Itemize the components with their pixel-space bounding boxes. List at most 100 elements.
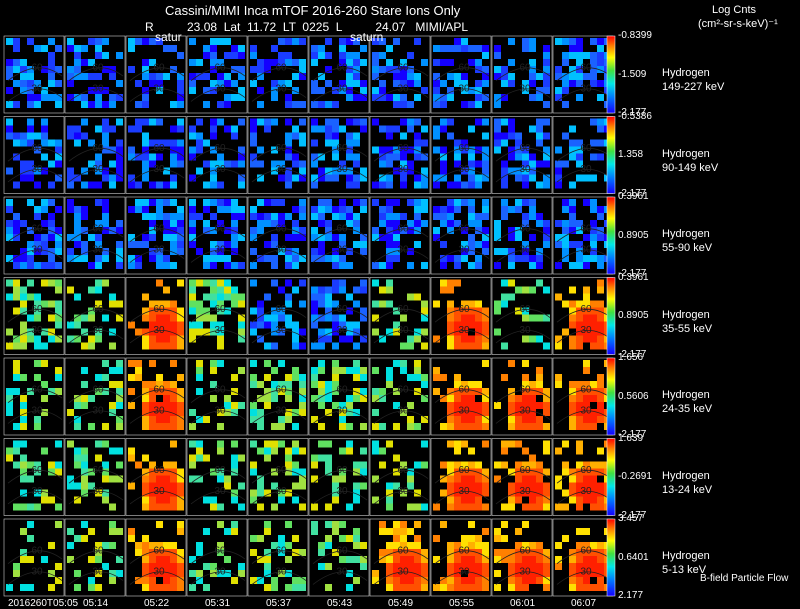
heatmap-cell [454, 307, 461, 315]
heatmap-cell [414, 367, 421, 374]
heatmap-cell [379, 234, 386, 241]
heatmap-cell [529, 286, 536, 294]
heatmap-cell [231, 132, 238, 140]
heatmap-cell [109, 66, 116, 73]
heatmap-cell [461, 101, 468, 108]
heatmap-cell [454, 342, 461, 350]
heatmap-cell [468, 101, 475, 108]
heatmap-cell [95, 374, 102, 381]
heatmap-cell [95, 556, 102, 563]
heatmap-cell [74, 496, 81, 504]
heatmap-cell [597, 570, 604, 577]
heatmap-cell [55, 468, 62, 476]
heatmap-cell [74, 241, 81, 248]
contour-label: 30 [458, 83, 470, 94]
heatmap-cell [569, 556, 576, 563]
heatmap-cell [529, 496, 536, 504]
heatmap-cell [95, 255, 102, 262]
heatmap-cell [447, 409, 454, 416]
heatmap-cell [421, 374, 428, 381]
heatmap-cell [562, 489, 569, 497]
heatmap-cell [299, 73, 306, 80]
row-energy-label: 5-13 keV [662, 564, 707, 576]
heatmap-cell [48, 234, 55, 241]
heatmap-cell [196, 146, 203, 154]
heatmap-cell [346, 503, 353, 511]
contour-label: 30 [275, 244, 287, 255]
heatmap-cell [447, 328, 454, 336]
time-tick-label: 06:07 [571, 598, 597, 609]
heatmap-cell [576, 496, 583, 504]
contour-label: 60 [275, 143, 287, 154]
heatmap-cell [55, 248, 62, 255]
heatmap-cell [325, 300, 332, 308]
heatmap-cell [13, 101, 20, 108]
heatmap-cell [177, 475, 184, 483]
heatmap-cell [501, 213, 508, 220]
heatmap-cell [346, 153, 353, 161]
heatmap-cell [421, 181, 428, 189]
heatmap-cell [231, 388, 238, 395]
heatmap-cell [48, 279, 55, 287]
row-energy-label: 35-55 keV [662, 322, 713, 335]
contour-30 [312, 330, 368, 344]
heatmap-cell [189, 132, 196, 140]
heatmap-cell [170, 153, 177, 161]
heatmap-cell [522, 409, 529, 416]
heatmap-cell [318, 234, 325, 241]
heatmap-cell [27, 160, 34, 168]
heatmap-cell [278, 38, 285, 45]
heatmap-cell [67, 556, 74, 563]
heatmap-cell [149, 255, 156, 262]
contour-60 [251, 470, 307, 484]
heatmap-cell [407, 468, 414, 476]
heatmap-cell [590, 52, 597, 59]
heatmap-cell [583, 542, 590, 549]
heatmap-cell [285, 181, 292, 189]
heatmap-cell [393, 199, 400, 206]
heatmap-cell [400, 570, 407, 577]
heatmap-cell [20, 489, 27, 497]
heatmap-cell [597, 388, 604, 395]
heatmap-cell [325, 234, 332, 241]
heatmap-cell [346, 367, 353, 374]
heatmap-cell [177, 577, 184, 584]
heatmap-cell [74, 213, 81, 220]
heatmap-cell [583, 73, 590, 80]
heatmap-cell [508, 563, 515, 570]
heatmap-cell [339, 335, 346, 343]
heatmap-cell [562, 52, 569, 59]
heatmap-cell [386, 542, 393, 549]
heatmap-cell [515, 542, 522, 549]
heatmap-cell [177, 402, 184, 409]
heatmap-cell [393, 234, 400, 241]
heatmap-cell [285, 468, 292, 476]
heatmap-cell [128, 528, 135, 535]
heatmap-cell [494, 528, 501, 535]
heatmap-cell [325, 139, 332, 147]
heatmap-cell [522, 38, 529, 45]
heatmap-cell [590, 241, 597, 248]
heatmap-cell [102, 489, 109, 497]
heatmap-cell [536, 335, 543, 343]
heatmap-cell [203, 496, 210, 504]
heatmap-cell [81, 395, 88, 402]
heatmap-cell [299, 328, 306, 336]
heatmap-cell [27, 118, 34, 126]
heatmap-cell [536, 556, 543, 563]
heatmap-cell [278, 423, 285, 430]
heatmap-cell [210, 59, 217, 66]
heatmap-cell [109, 73, 116, 80]
heatmap-cell [346, 174, 353, 182]
heatmap-cell [210, 570, 217, 577]
heatmap-cell [529, 549, 536, 556]
heatmap-cell [475, 342, 482, 350]
heatmap-cell [156, 549, 163, 556]
heatmap-cell [142, 454, 149, 462]
heatmap-cell [454, 374, 461, 381]
heatmap-cell [170, 307, 177, 315]
heatmap-cell [386, 66, 393, 73]
heatmap-cell [170, 381, 177, 388]
heatmap-cell [325, 80, 332, 87]
